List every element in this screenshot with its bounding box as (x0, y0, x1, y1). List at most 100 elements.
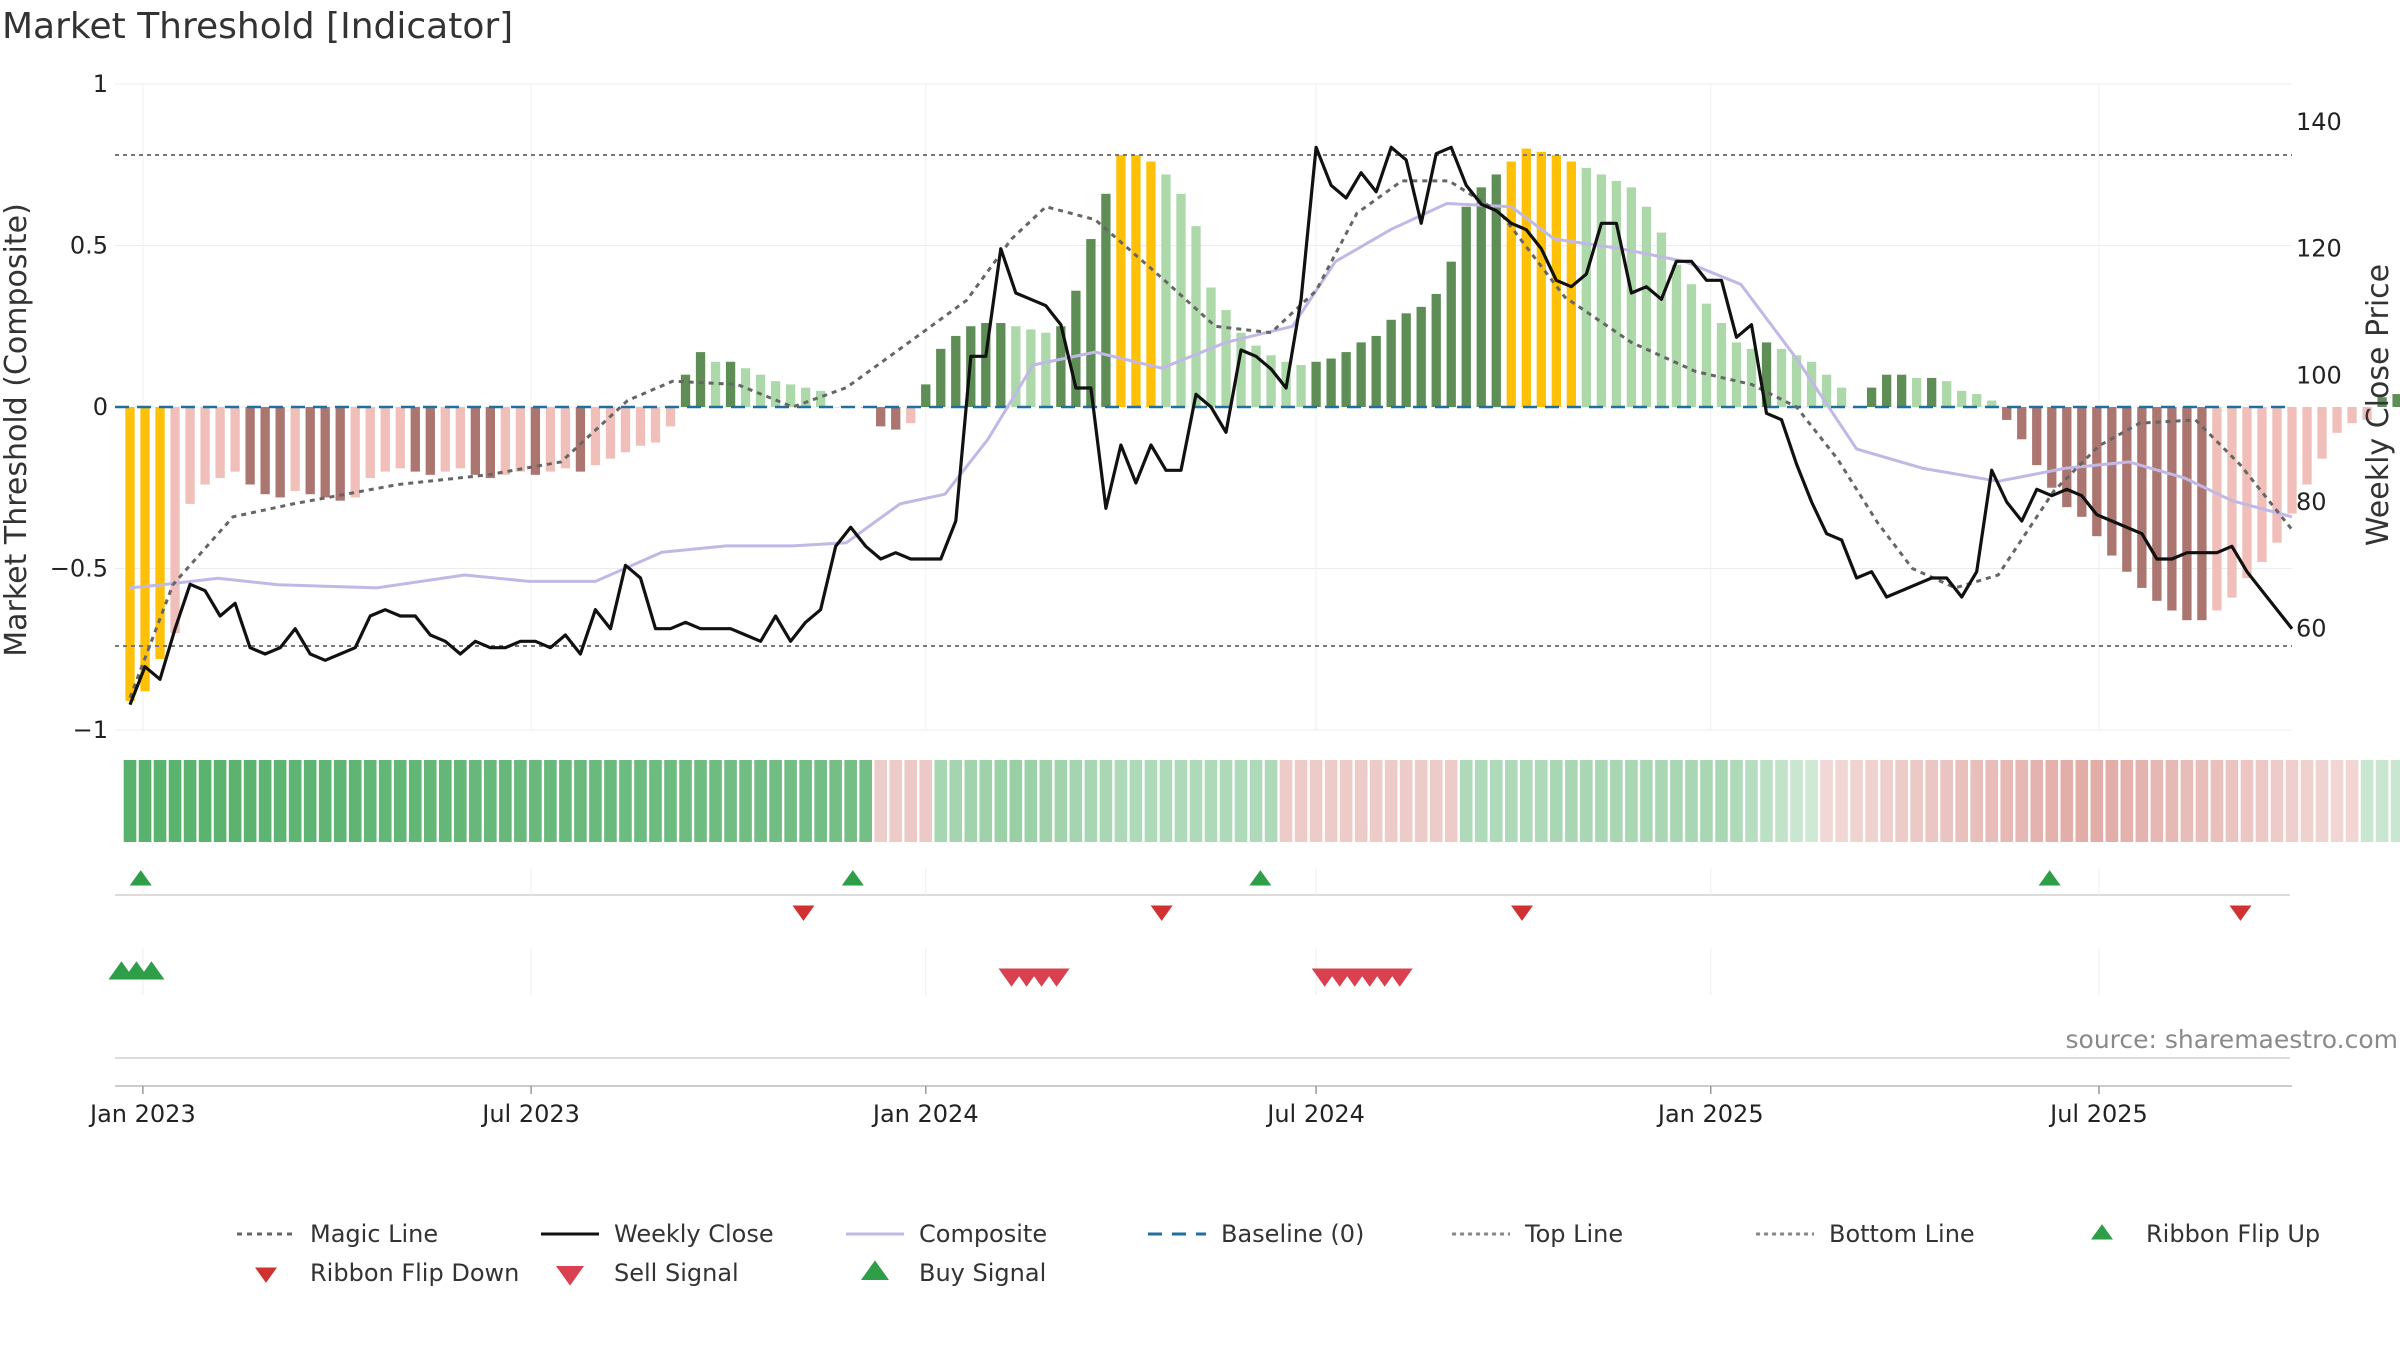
composite-bar (2287, 407, 2297, 514)
ribbon-cell (1099, 760, 1113, 842)
composite-bar (1776, 348, 1787, 407)
ribbon-cell (724, 760, 737, 842)
ribbon-flip-down-marker (1511, 905, 1534, 921)
composite-bar (1371, 335, 1381, 407)
composite-bar (1641, 206, 1652, 407)
ribbon-cell (1009, 760, 1023, 842)
ribbon-cell (1775, 760, 1788, 842)
ribbon-cell (1985, 760, 1999, 842)
ribbon-cell (123, 760, 137, 842)
composite-bar (440, 407, 450, 472)
legend-label: Magic Line (310, 1220, 438, 1248)
composite-bar (545, 407, 556, 472)
composite-bar (605, 407, 616, 459)
ribbon-cell (258, 760, 272, 842)
composite-bar (2062, 407, 2072, 508)
ribbon-cell (333, 760, 347, 842)
ribbon-cell (1519, 760, 1533, 842)
ribbon-cell (2015, 760, 2029, 842)
ribbon-cell (1850, 760, 1863, 842)
ribbon-cell (799, 760, 812, 842)
ribbon-cell (1354, 760, 1368, 842)
legend-item: Ribbon Flip Down (255, 1259, 519, 1287)
y-tick-label: −1 (73, 716, 108, 744)
composite-bar (981, 323, 991, 407)
ribbon-cell (2225, 760, 2239, 842)
ribbon-cell (829, 760, 842, 842)
ribbon-cell (904, 760, 918, 842)
ribbon-cell (1670, 760, 1683, 842)
ribbon-cell (1324, 760, 1338, 842)
composite-bar (1131, 155, 1141, 407)
composite-bar (1086, 239, 1096, 407)
ribbon-cell (198, 760, 212, 842)
composite-bar (2032, 407, 2042, 466)
legend-label: Buy Signal (919, 1259, 1046, 1287)
ribbon-cell (2195, 760, 2209, 842)
composite-bar (996, 323, 1006, 407)
ribbon-cell (243, 760, 257, 842)
legend-label: Top Line (1524, 1220, 1623, 1248)
ribbon-cell (964, 760, 978, 842)
legend-label: Baseline (0) (1221, 1220, 1364, 1248)
composite-bar (515, 407, 526, 472)
composite-bar (921, 384, 931, 407)
composite-bar (785, 384, 796, 407)
legend: Magic Line Weekly Close Composite Baseline … (237, 1220, 2320, 1287)
composite-bar (1806, 361, 1817, 407)
ribbon-cell (2090, 760, 2104, 842)
composite-bar (2092, 407, 2102, 537)
composite-bar (815, 390, 826, 407)
composite-bar (560, 407, 571, 469)
ribbon-cell (1174, 760, 1188, 842)
ribbon-cell (1895, 760, 1908, 842)
ribbon-cell (1084, 760, 1098, 842)
ribbon-cell (694, 760, 707, 842)
ribbon-cell (2360, 760, 2374, 842)
legend-item: Weekly Close (541, 1220, 774, 1248)
composite-bar (215, 407, 225, 479)
ribbon-cell (1790, 760, 1803, 842)
composite-bar (1476, 187, 1486, 407)
signal-rows (108, 868, 2290, 1059)
ribbon-cell (1760, 760, 1773, 842)
composite-bar (1536, 151, 1546, 407)
ribbon-cell (393, 760, 407, 842)
x-tick-label: Jan 2025 (1656, 1100, 1764, 1128)
ribbon-cell (754, 760, 767, 842)
ribbon-cell (1069, 760, 1083, 842)
composite-bar (1957, 390, 1967, 407)
ribbon-cell (153, 760, 167, 842)
composite-bar (575, 407, 586, 472)
ribbon-cell (273, 760, 287, 842)
composite-bar (1821, 374, 1832, 407)
ribbon-cell (739, 760, 752, 842)
ribbon-cell (2330, 760, 2344, 842)
ribbon-cell (2240, 760, 2254, 842)
ribbon-cell (1925, 760, 1938, 842)
ribbon-flip-down-marker (1150, 905, 1173, 921)
composite-bar (2122, 407, 2132, 572)
ribbon-cell (1384, 760, 1398, 842)
ribbon-cell (784, 760, 797, 842)
ribbon-cell (1820, 760, 1833, 842)
ribbon-cell (484, 760, 497, 842)
ribbon-flip-down-marker (2229, 905, 2252, 921)
ribbon-cell (1730, 760, 1743, 842)
ribbon-cell (934, 760, 948, 842)
legend-swatch (861, 1260, 889, 1280)
ribbon-cell (814, 760, 827, 842)
composite-bar (1581, 167, 1592, 407)
composite-bar (1146, 161, 1156, 407)
y2-axis-label: Weekly Close Price (2361, 264, 2396, 546)
ribbon-cell (1745, 760, 1758, 842)
composite-bar (1912, 377, 1922, 407)
composite-line (129, 202, 2293, 590)
composite-bar (2047, 407, 2057, 488)
composite-bar (1716, 323, 1727, 407)
composite-bar (1746, 348, 1757, 407)
composite-bar (1506, 161, 1516, 407)
composite-bar (590, 407, 601, 466)
x-tick-label: Jan 2023 (88, 1100, 196, 1128)
composite-bar (1972, 394, 1982, 407)
